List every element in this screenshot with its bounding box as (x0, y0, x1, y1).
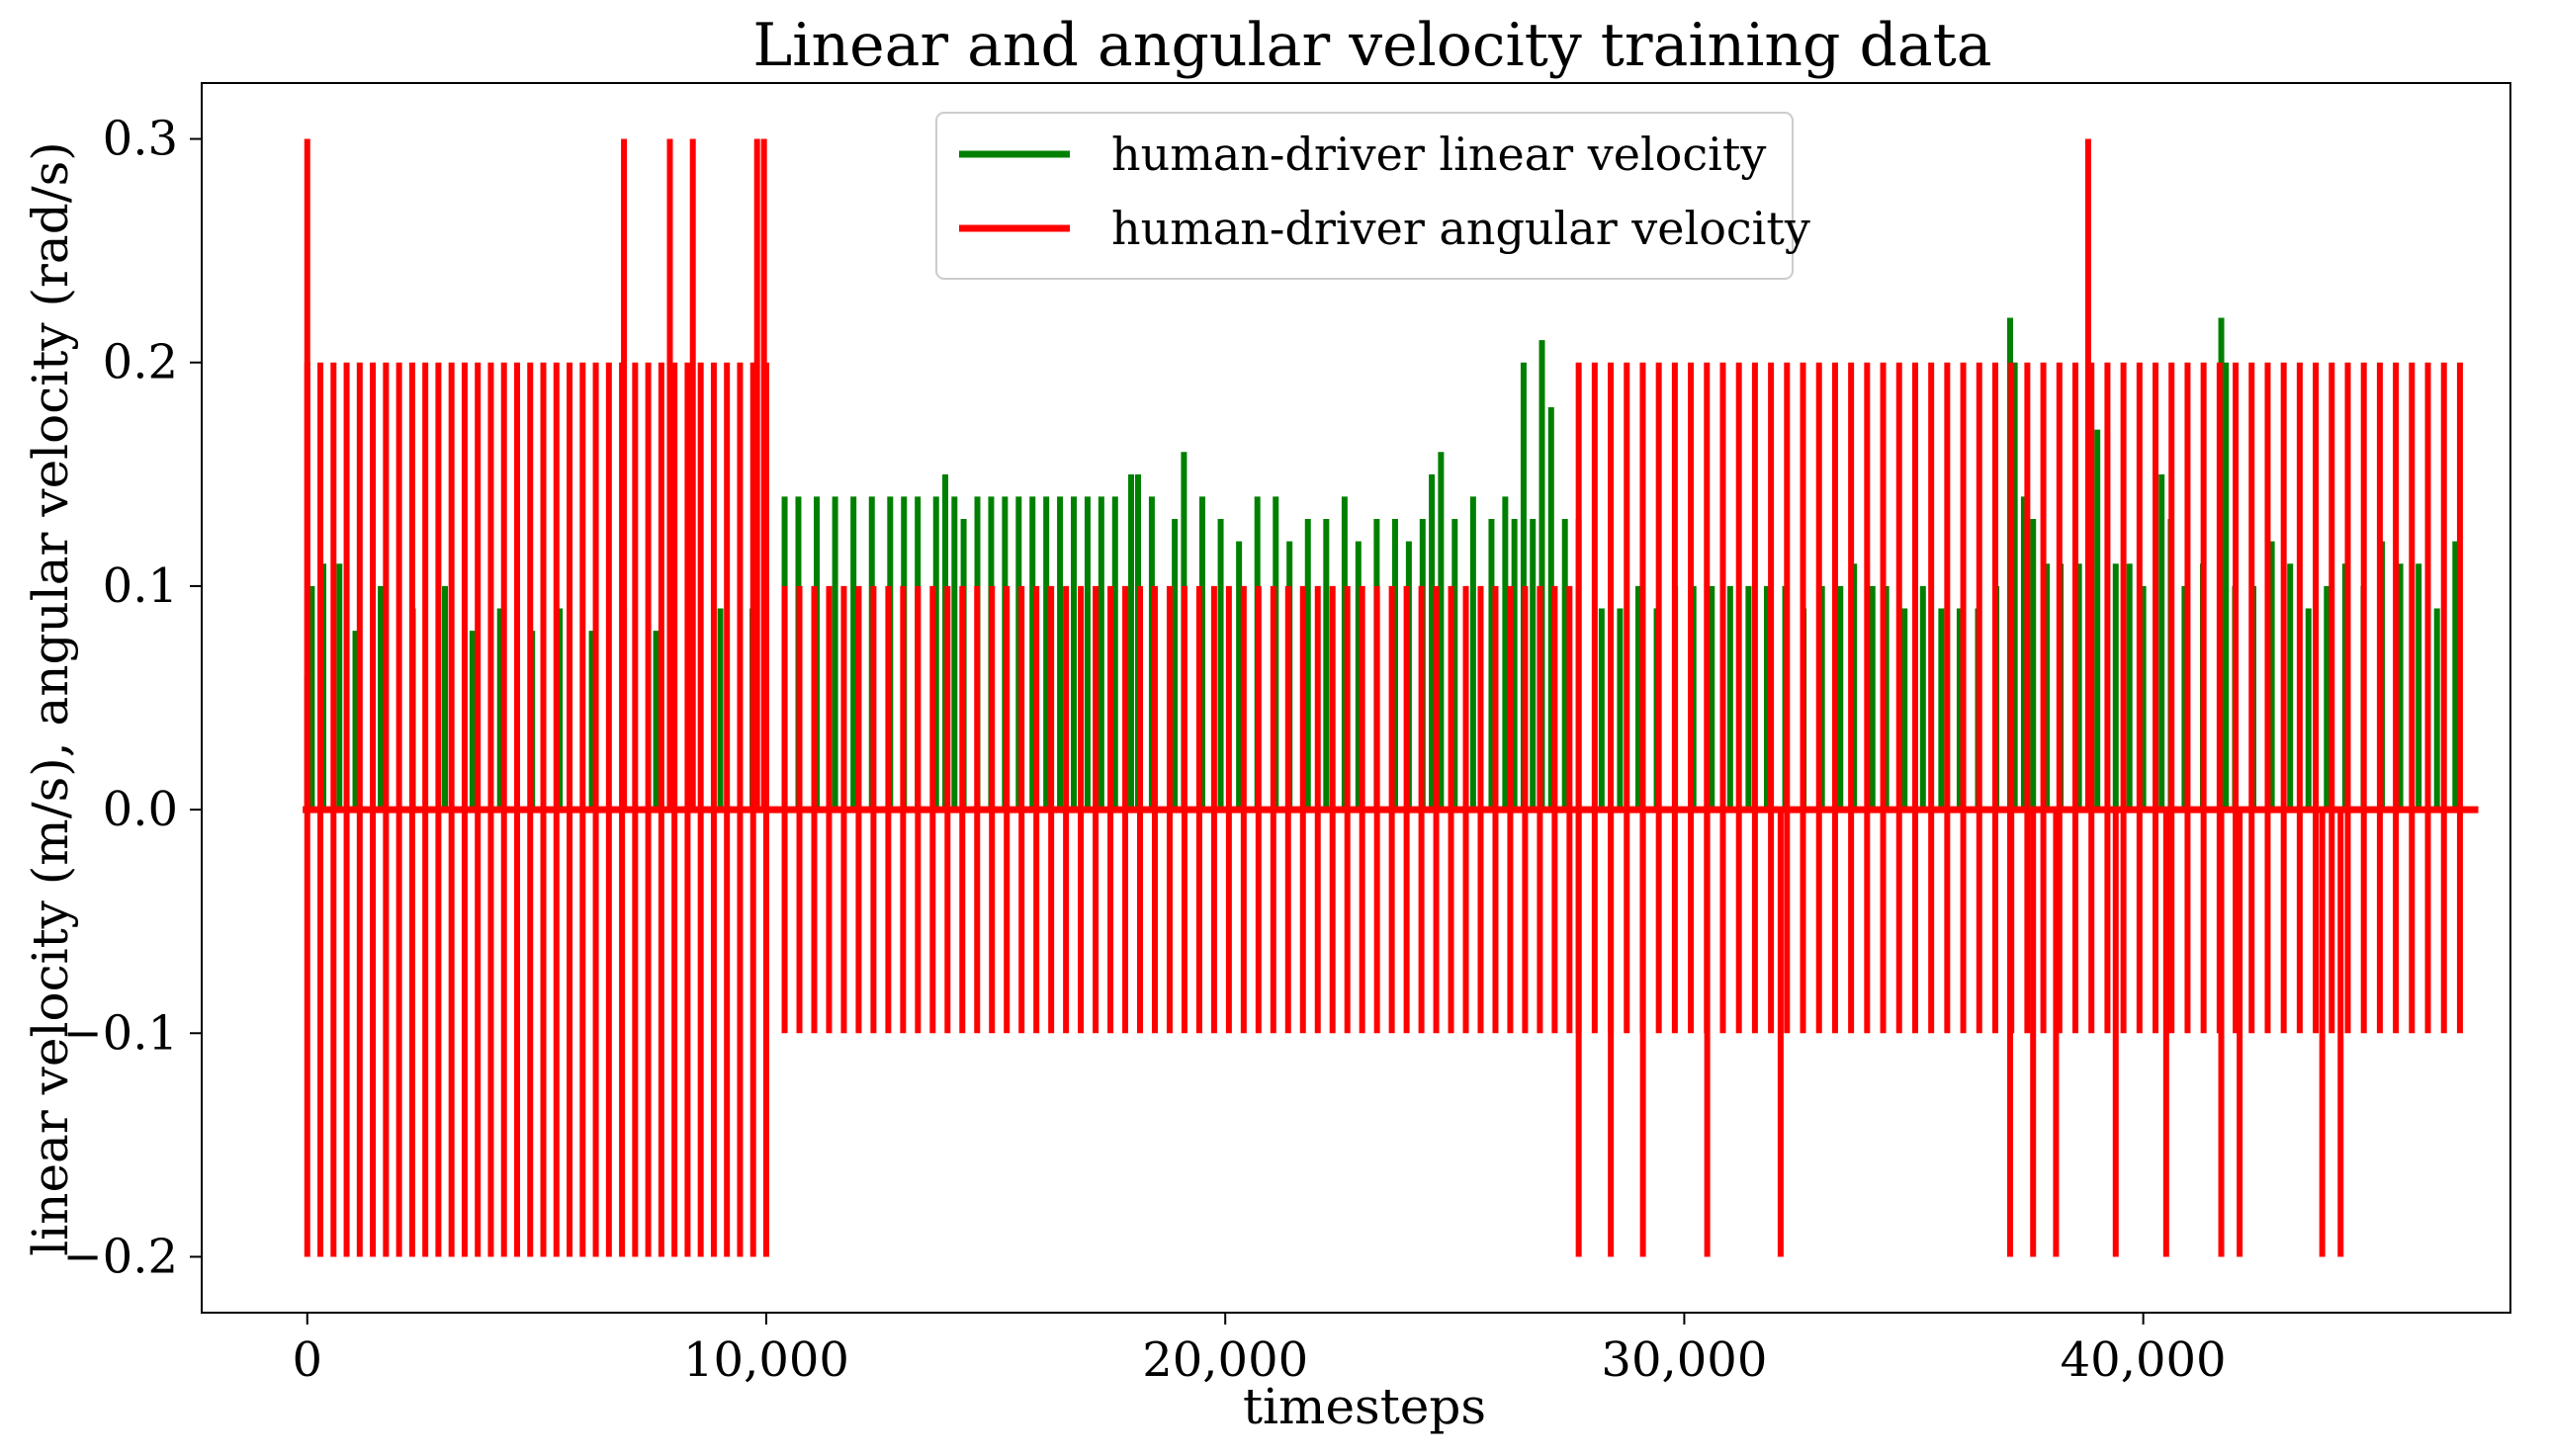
y-tick-label: −0.1 (62, 1005, 178, 1061)
y-tick-label: 0.3 (103, 112, 178, 167)
y-axis-label: linear velocity (m/s), angular velocity … (22, 141, 79, 1255)
x-tick-label: 40,000 (2061, 1332, 2227, 1388)
x-tick-label: 0 (292, 1332, 322, 1388)
legend: human-driver linear velocity human-drive… (935, 112, 1810, 280)
x-axis-label: timesteps (1243, 1378, 1486, 1435)
series-linear-velocity (304, 317, 2459, 811)
x-tick-label: 20,000 (1142, 1332, 1308, 1388)
x-axis-ticks: 0 10,000 20,000 30,000 40,000 (292, 1313, 2227, 1388)
y-axis-ticks: −0.2 −0.1 0.0 0.1 0.2 0.3 (62, 112, 202, 1284)
legend-box (935, 112, 1794, 280)
plot-frame (201, 82, 2511, 1314)
y-tick-label: 0.0 (103, 782, 178, 837)
legend-label-angular: human-driver angular velocity (1111, 202, 1810, 255)
x-tick-label: 30,000 (1601, 1332, 1767, 1388)
y-tick-label: −0.2 (62, 1229, 178, 1284)
y-tick-label: 0.2 (103, 335, 178, 390)
chart-title: Linear and angular velocity training dat… (752, 11, 1991, 80)
legend-label-linear: human-driver linear velocity (1111, 128, 1766, 181)
y-tick-label: 0.1 (103, 558, 178, 614)
series-angular-velocity (303, 138, 2479, 1257)
plot-area (303, 138, 2479, 1257)
x-tick-label: 10,000 (683, 1332, 849, 1388)
